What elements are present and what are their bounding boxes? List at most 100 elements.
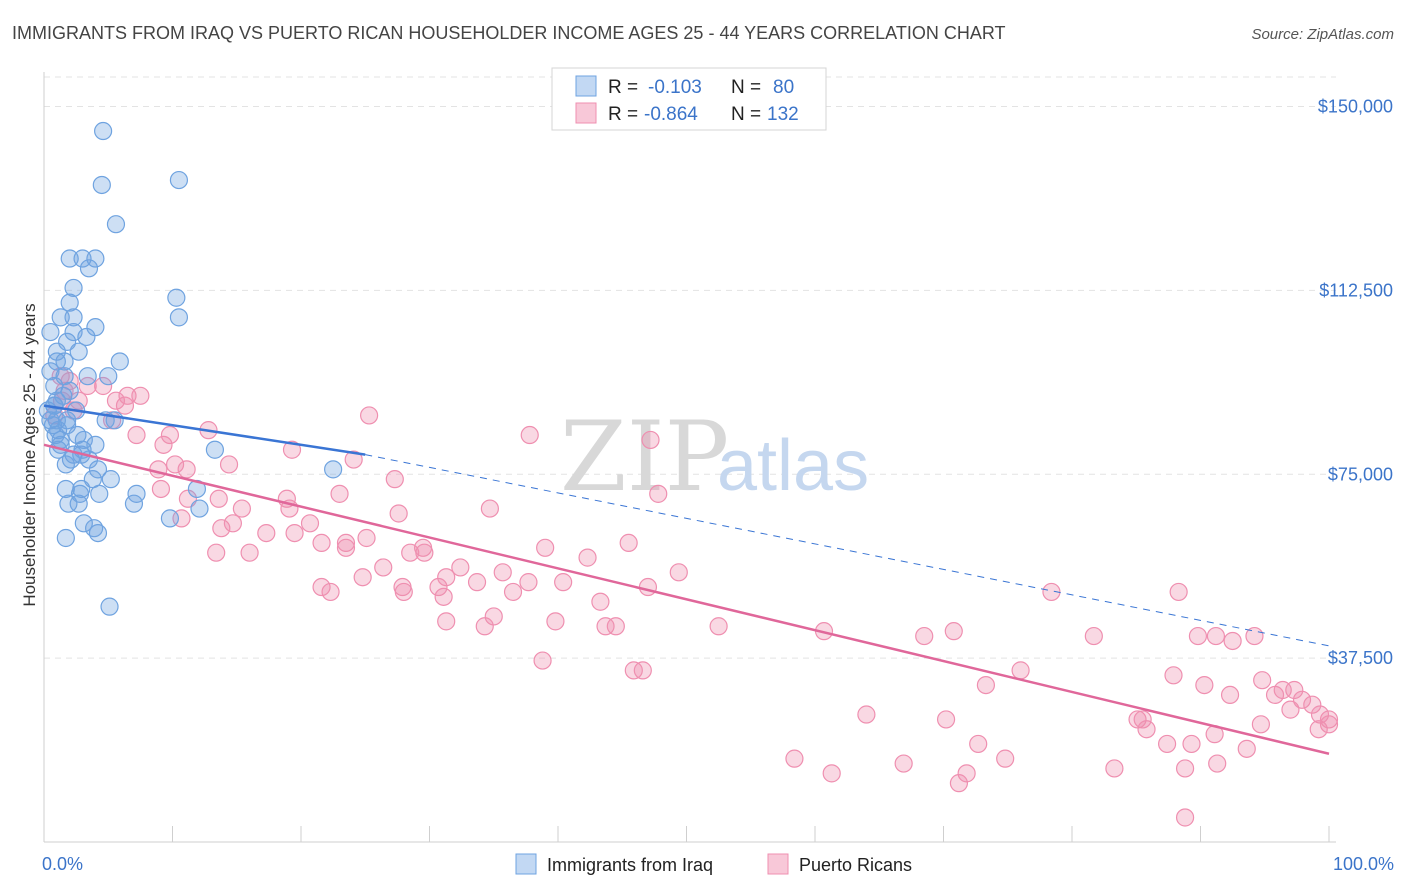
scatter-point bbox=[78, 376, 97, 396]
scatter-point bbox=[519, 573, 538, 592]
scatter-point bbox=[154, 435, 173, 454]
scatter-point bbox=[915, 626, 934, 646]
scatter-point bbox=[336, 538, 356, 557]
scatter-point bbox=[493, 563, 512, 582]
scatter-point bbox=[401, 543, 420, 562]
series-legend-swatch-puerto-ricans bbox=[767, 853, 789, 875]
correlation-legend: R = -0.103 N = 80 R = -0.864 N = 132 bbox=[551, 67, 827, 131]
scatter-point bbox=[1188, 626, 1208, 646]
series-legend-label-iraq: Immigrants from Iraq bbox=[547, 855, 713, 875]
scatter-point bbox=[59, 494, 78, 513]
scatter-point bbox=[106, 215, 126, 234]
scatter-point bbox=[64, 308, 83, 327]
scatter-point bbox=[151, 479, 171, 499]
grid-lines bbox=[44, 76, 1336, 659]
scatter-point bbox=[115, 396, 135, 415]
scatter-point bbox=[520, 425, 539, 445]
scatter-point bbox=[591, 592, 610, 611]
scatter-point bbox=[209, 489, 228, 508]
legend-r-label-1: R = bbox=[608, 77, 638, 98]
scatter-point bbox=[47, 342, 66, 361]
scatter-point bbox=[285, 523, 304, 543]
scatter-point bbox=[619, 533, 638, 553]
scatter-point bbox=[546, 612, 565, 631]
scatter-point bbox=[99, 367, 118, 386]
scatter-point bbox=[1164, 666, 1183, 685]
scatter-point bbox=[596, 617, 615, 636]
scatter-point bbox=[92, 175, 111, 195]
scatter-point bbox=[160, 425, 180, 445]
scatter-point bbox=[56, 528, 75, 548]
scatter-point bbox=[1182, 734, 1201, 754]
series-legend-swatch-iraq bbox=[515, 853, 537, 875]
legend-n-label-2: N = bbox=[731, 104, 761, 125]
scatter-point bbox=[503, 582, 523, 602]
scatter-point bbox=[70, 484, 90, 503]
scatter-point bbox=[533, 651, 552, 670]
scatter-point bbox=[79, 259, 99, 278]
scatter-point bbox=[606, 617, 625, 636]
scatter-point bbox=[240, 543, 259, 562]
scatter-point bbox=[51, 367, 70, 386]
scatter-point bbox=[55, 352, 74, 371]
legend-r-label-2: R = bbox=[608, 104, 638, 125]
scatter-point bbox=[207, 543, 226, 562]
scatter-point bbox=[957, 764, 976, 783]
scatter-point bbox=[56, 455, 75, 474]
legend-swatch-pink bbox=[575, 102, 597, 124]
scatter-point bbox=[257, 523, 276, 543]
scatter-point bbox=[78, 367, 97, 386]
scatter-point bbox=[1175, 808, 1195, 827]
scatter-point bbox=[1105, 759, 1124, 778]
scatter-point bbox=[47, 352, 66, 371]
series-immigrants-from-iraq bbox=[38, 121, 343, 616]
scatter-point bbox=[169, 308, 189, 327]
scatter-point bbox=[100, 597, 119, 616]
scatter-point bbox=[330, 484, 349, 503]
scatter-point bbox=[336, 533, 356, 553]
scatter-point bbox=[857, 705, 876, 724]
scatter-point bbox=[1195, 675, 1214, 695]
scatter-point bbox=[385, 470, 404, 489]
scatter-point bbox=[360, 406, 379, 425]
legend-box bbox=[551, 67, 827, 131]
scatter-point bbox=[936, 710, 956, 729]
scatter-point bbox=[633, 661, 652, 680]
scatter-point bbox=[357, 528, 376, 548]
scatter-point bbox=[177, 460, 196, 479]
scatter-point bbox=[554, 573, 573, 592]
scatter-point bbox=[60, 293, 79, 312]
y-tick-label: $75,000 bbox=[1328, 464, 1393, 484]
scatter-point bbox=[69, 342, 88, 361]
scatter-point bbox=[949, 774, 969, 793]
scatter-point bbox=[131, 386, 150, 405]
y-tick-label: $37,500 bbox=[1328, 648, 1393, 668]
legend-swatch-blue bbox=[575, 75, 597, 97]
series-legend-label-puerto-ricans: Puerto Ricans bbox=[799, 855, 912, 875]
x-tick-marks bbox=[43, 826, 1330, 842]
scatter-point bbox=[437, 612, 456, 631]
scatter-point bbox=[73, 249, 92, 268]
watermark-atlas: atlas bbox=[717, 426, 869, 506]
scatter-point bbox=[1303, 695, 1322, 714]
scatter-point bbox=[1281, 700, 1300, 719]
legend-n-value-1: 80 bbox=[773, 77, 794, 98]
series-puerto-ricans bbox=[45, 367, 1339, 827]
scatter-point bbox=[282, 440, 302, 459]
scatter-point bbox=[169, 170, 189, 190]
series-legend: Immigrants from Iraq Puerto Ricans bbox=[515, 853, 912, 875]
scatter-point bbox=[1042, 582, 1061, 602]
scatter-point bbox=[1292, 690, 1312, 709]
scatter-point bbox=[434, 587, 453, 606]
scatter-point bbox=[344, 450, 363, 469]
scatter-point bbox=[437, 568, 456, 587]
scatter-point bbox=[1265, 685, 1285, 705]
scatter-point bbox=[110, 352, 129, 371]
scatter-point bbox=[94, 121, 113, 141]
scatter-point bbox=[64, 278, 83, 298]
scatter-point bbox=[669, 563, 688, 582]
scatter-point bbox=[41, 362, 60, 381]
scatter-point bbox=[324, 460, 343, 479]
scatter-point bbox=[415, 543, 434, 562]
scatter-point bbox=[300, 514, 320, 533]
